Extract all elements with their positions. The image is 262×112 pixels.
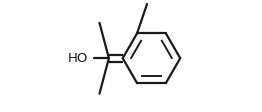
Text: HO: HO [68, 52, 88, 65]
